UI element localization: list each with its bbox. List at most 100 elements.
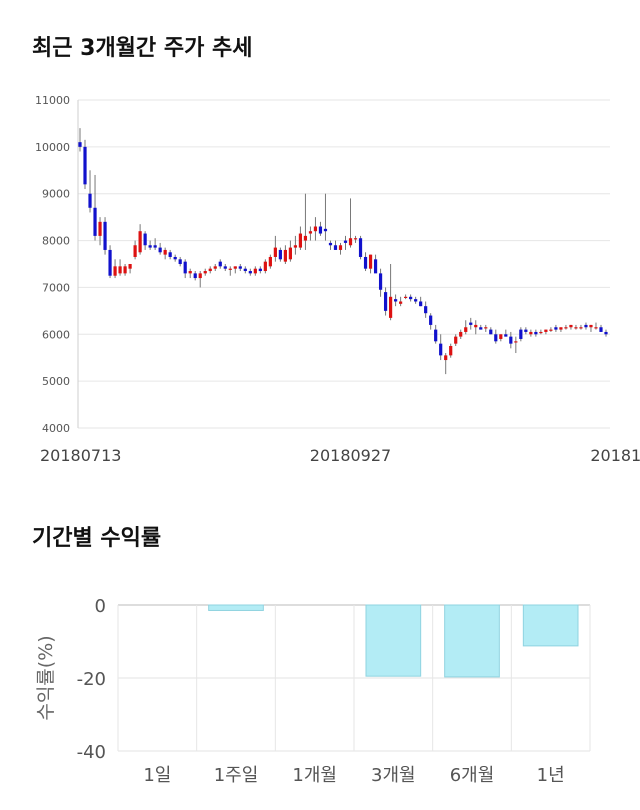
candle-body	[178, 259, 182, 264]
y-tick-label: 6000	[42, 328, 70, 341]
candle-body	[404, 296, 408, 298]
candle-body	[253, 268, 257, 274]
candle-body	[103, 221, 107, 250]
candle-body	[353, 238, 358, 240]
candle-body	[213, 266, 217, 269]
y-tick-label: 11000	[35, 94, 70, 107]
candle-body	[78, 142, 82, 147]
candle-body	[484, 327, 488, 329]
candle-body	[283, 249, 287, 262]
candle-body	[333, 245, 338, 250]
period-return-title: 기간별 수익률	[32, 526, 162, 551]
x-category-label: 3개월	[371, 765, 416, 786]
candle-body	[599, 327, 603, 332]
candle-body	[238, 266, 242, 269]
candle-body	[218, 261, 222, 267]
candle-body	[409, 296, 413, 300]
y-tick-label: 5000	[42, 375, 70, 388]
candle-body	[378, 273, 383, 290]
x-category-label: 6개월	[450, 765, 495, 786]
y-axis-title: 수익률(%)	[35, 635, 57, 720]
candle-body	[449, 346, 453, 356]
x-category-label: 1주일	[214, 765, 259, 786]
candle-body	[363, 256, 368, 269]
candle-body	[419, 301, 423, 307]
y-tick-label: 9000	[42, 188, 70, 201]
candle-body	[148, 245, 152, 248]
candle-body	[399, 301, 403, 304]
candle-body	[544, 329, 548, 332]
candle-body	[499, 334, 503, 339]
candlestick-chart: 4000 5000 6000 7000 8000 9000 10000 11000 201807…	[35, 94, 640, 465]
candle-body	[223, 266, 227, 269]
candle-body	[549, 329, 553, 331]
candle-body	[368, 254, 373, 269]
candle-body	[574, 327, 578, 329]
candle-body	[163, 249, 167, 255]
candle-body	[343, 240, 348, 243]
candle-body	[594, 327, 598, 329]
candle-body	[479, 327, 483, 330]
candle-body	[143, 233, 147, 246]
candle-body	[434, 329, 438, 342]
candle-body	[604, 331, 608, 335]
candle-body	[424, 306, 428, 314]
candle-body	[559, 327, 563, 330]
candle-body	[524, 329, 528, 332]
candle-body	[504, 334, 508, 337]
x-category-label: 1년	[537, 765, 565, 786]
candle-body	[203, 271, 207, 274]
candle-body	[348, 238, 353, 246]
candle-body	[373, 259, 378, 274]
candle-body	[173, 256, 177, 260]
y-tick-label: -40	[77, 742, 106, 763]
candle-body	[258, 268, 262, 272]
candle-body	[474, 324, 478, 328]
candle-body	[328, 242, 333, 246]
candle-body	[193, 273, 197, 279]
y-tick-label: 8000	[42, 235, 70, 248]
x-category-label: 1일	[143, 765, 171, 786]
candle-body	[383, 292, 388, 311]
candle-body	[394, 299, 398, 302]
return-bar	[365, 604, 422, 677]
y-tick-label: 0	[95, 596, 106, 617]
candle-body	[278, 249, 282, 260]
candle-body	[243, 268, 247, 272]
candle-body	[429, 315, 433, 325]
candle-body	[293, 245, 298, 248]
candle-body	[584, 324, 588, 328]
candle-body	[313, 226, 318, 232]
y-tick-label: 7000	[42, 281, 70, 294]
return-bar	[444, 604, 500, 678]
candle-body	[414, 299, 418, 302]
candle-body	[168, 252, 172, 257]
x-date-label: 20181207	[590, 446, 640, 465]
candle-body	[494, 334, 498, 342]
candle-body	[358, 238, 363, 257]
candle-body	[93, 207, 97, 236]
candle-body	[123, 266, 127, 274]
candle-body	[233, 266, 237, 269]
y-tick-label: 10000	[35, 141, 70, 154]
candle-body	[308, 231, 313, 234]
x-category-label: 1개월	[292, 765, 337, 786]
candle-body	[509, 336, 513, 344]
candle-body	[198, 273, 202, 279]
x-date-label: 20180927	[310, 446, 391, 465]
candle-body	[113, 266, 117, 276]
candle-body	[153, 245, 157, 248]
candle-body	[454, 336, 458, 344]
candle-body	[88, 193, 92, 208]
candle-body	[444, 355, 448, 361]
candle-body	[208, 268, 212, 272]
candle-body	[228, 268, 232, 270]
candle-body	[298, 233, 303, 248]
candle-body	[338, 245, 343, 250]
candle-body	[534, 331, 538, 335]
candle-body	[469, 322, 473, 325]
y-tick-label: 4000	[42, 422, 70, 435]
candle-body	[589, 324, 593, 328]
x-date-label: 20180713	[40, 446, 121, 465]
